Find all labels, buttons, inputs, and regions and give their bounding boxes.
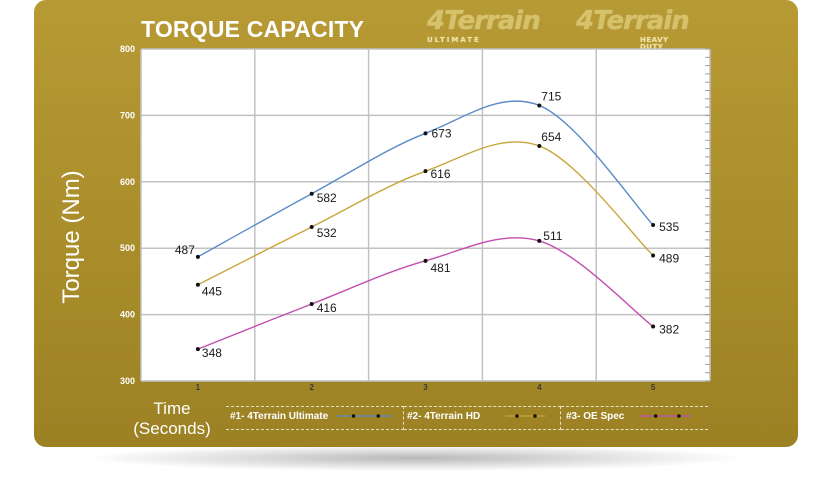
data-label-hd: 445 — [202, 285, 222, 299]
legend-marker-oe — [677, 414, 681, 418]
y-tick-label: 800 — [120, 44, 135, 54]
plot-area — [141, 49, 710, 381]
y-tick-label: 600 — [120, 177, 135, 187]
legend-cell-ultimate — [226, 406, 404, 430]
data-point-ultimate — [651, 222, 656, 227]
logo-ultimate-tag: ULTIMATE — [427, 36, 481, 44]
data-label-ultimate: 673 — [432, 126, 452, 140]
y-tick-label: 300 — [120, 376, 135, 386]
y-axis-title-text: Torque (Nm) — [58, 170, 85, 304]
x-axis-title-line-1: Time — [153, 399, 191, 418]
data-label-oe: 382 — [659, 323, 679, 337]
data-point-oe — [195, 347, 200, 352]
chart-title: TORQUE CAPACITY — [141, 16, 365, 42]
series-line-hd — [197, 141, 654, 286]
data-label-ultimate: 487 — [175, 243, 195, 257]
logo-ultimate-brand: 4Terrain — [427, 6, 541, 36]
data-label-hd: 616 — [431, 167, 451, 181]
data-label-oe: 511 — [543, 229, 562, 243]
legend-marker-ultimate — [376, 414, 381, 418]
data-point-oe — [537, 238, 542, 243]
data-point-hd — [309, 224, 314, 229]
x-tick-label: 3 — [423, 383, 428, 392]
data-point-hd — [537, 143, 542, 148]
x-axis-title-line-2: (Seconds) — [133, 419, 211, 438]
data-label-hd: 532 — [317, 226, 337, 240]
data-label-oe: 416 — [317, 301, 337, 315]
x-tick-label: 4 — [537, 383, 542, 392]
legend-marker-oe — [653, 414, 658, 418]
x-tick-label: 5 — [651, 383, 656, 392]
y-tick-label: 700 — [120, 110, 135, 120]
logo-4terrain-heavy-duty: 4Terrain HEAVY DUTY — [576, 6, 690, 51]
data-point-ultimate — [537, 103, 542, 108]
data-point-oe — [423, 258, 428, 263]
legend-label-ultimate: #1- 4Terrain Ultimate — [230, 411, 329, 422]
legend-label-oe: #3- OE Spec — [566, 411, 625, 422]
data-label-oe: 348 — [202, 346, 222, 360]
legend-marker-hd — [515, 414, 519, 418]
data-point-ultimate — [195, 254, 200, 259]
x-tick-label: 2 — [309, 383, 314, 392]
series-line-oe — [197, 237, 654, 350]
legend-marker-hd — [533, 414, 537, 418]
data-label-ultimate: 715 — [541, 89, 561, 103]
data-point-hd — [423, 169, 428, 174]
legend-cell-oe — [561, 406, 708, 430]
logo-heavy-duty-brand: 4Terrain — [576, 6, 690, 36]
data-point-hd — [651, 253, 656, 258]
data-point-oe — [651, 324, 656, 329]
data-label-hd: 654 — [541, 130, 561, 144]
panel-shadow — [90, 445, 740, 471]
x-tick-label: 1 — [196, 383, 201, 392]
data-point-ultimate — [423, 131, 428, 136]
data-label-ultimate: 535 — [659, 220, 679, 234]
y-tick-label: 500 — [120, 243, 135, 253]
data-label-ultimate: 582 — [317, 191, 337, 205]
x-axis-title: Time (Seconds) — [130, 399, 214, 439]
data-point-ultimate — [309, 191, 314, 196]
legend-label-hd: #2- 4Terrain HD — [407, 411, 481, 422]
data-label-oe: 481 — [431, 261, 451, 275]
data-label-hd: 489 — [659, 252, 679, 266]
legend-marker-ultimate — [351, 414, 356, 418]
data-point-hd — [195, 282, 200, 287]
logo-heavy-duty-tag: HEAVY DUTY — [640, 36, 669, 51]
legend-cell-hd — [404, 406, 561, 430]
logo-4terrain-ultimate: 4Terrain ULTIMATE — [427, 6, 541, 44]
y-tick-label: 400 — [120, 310, 135, 320]
data-point-oe — [309, 301, 314, 306]
